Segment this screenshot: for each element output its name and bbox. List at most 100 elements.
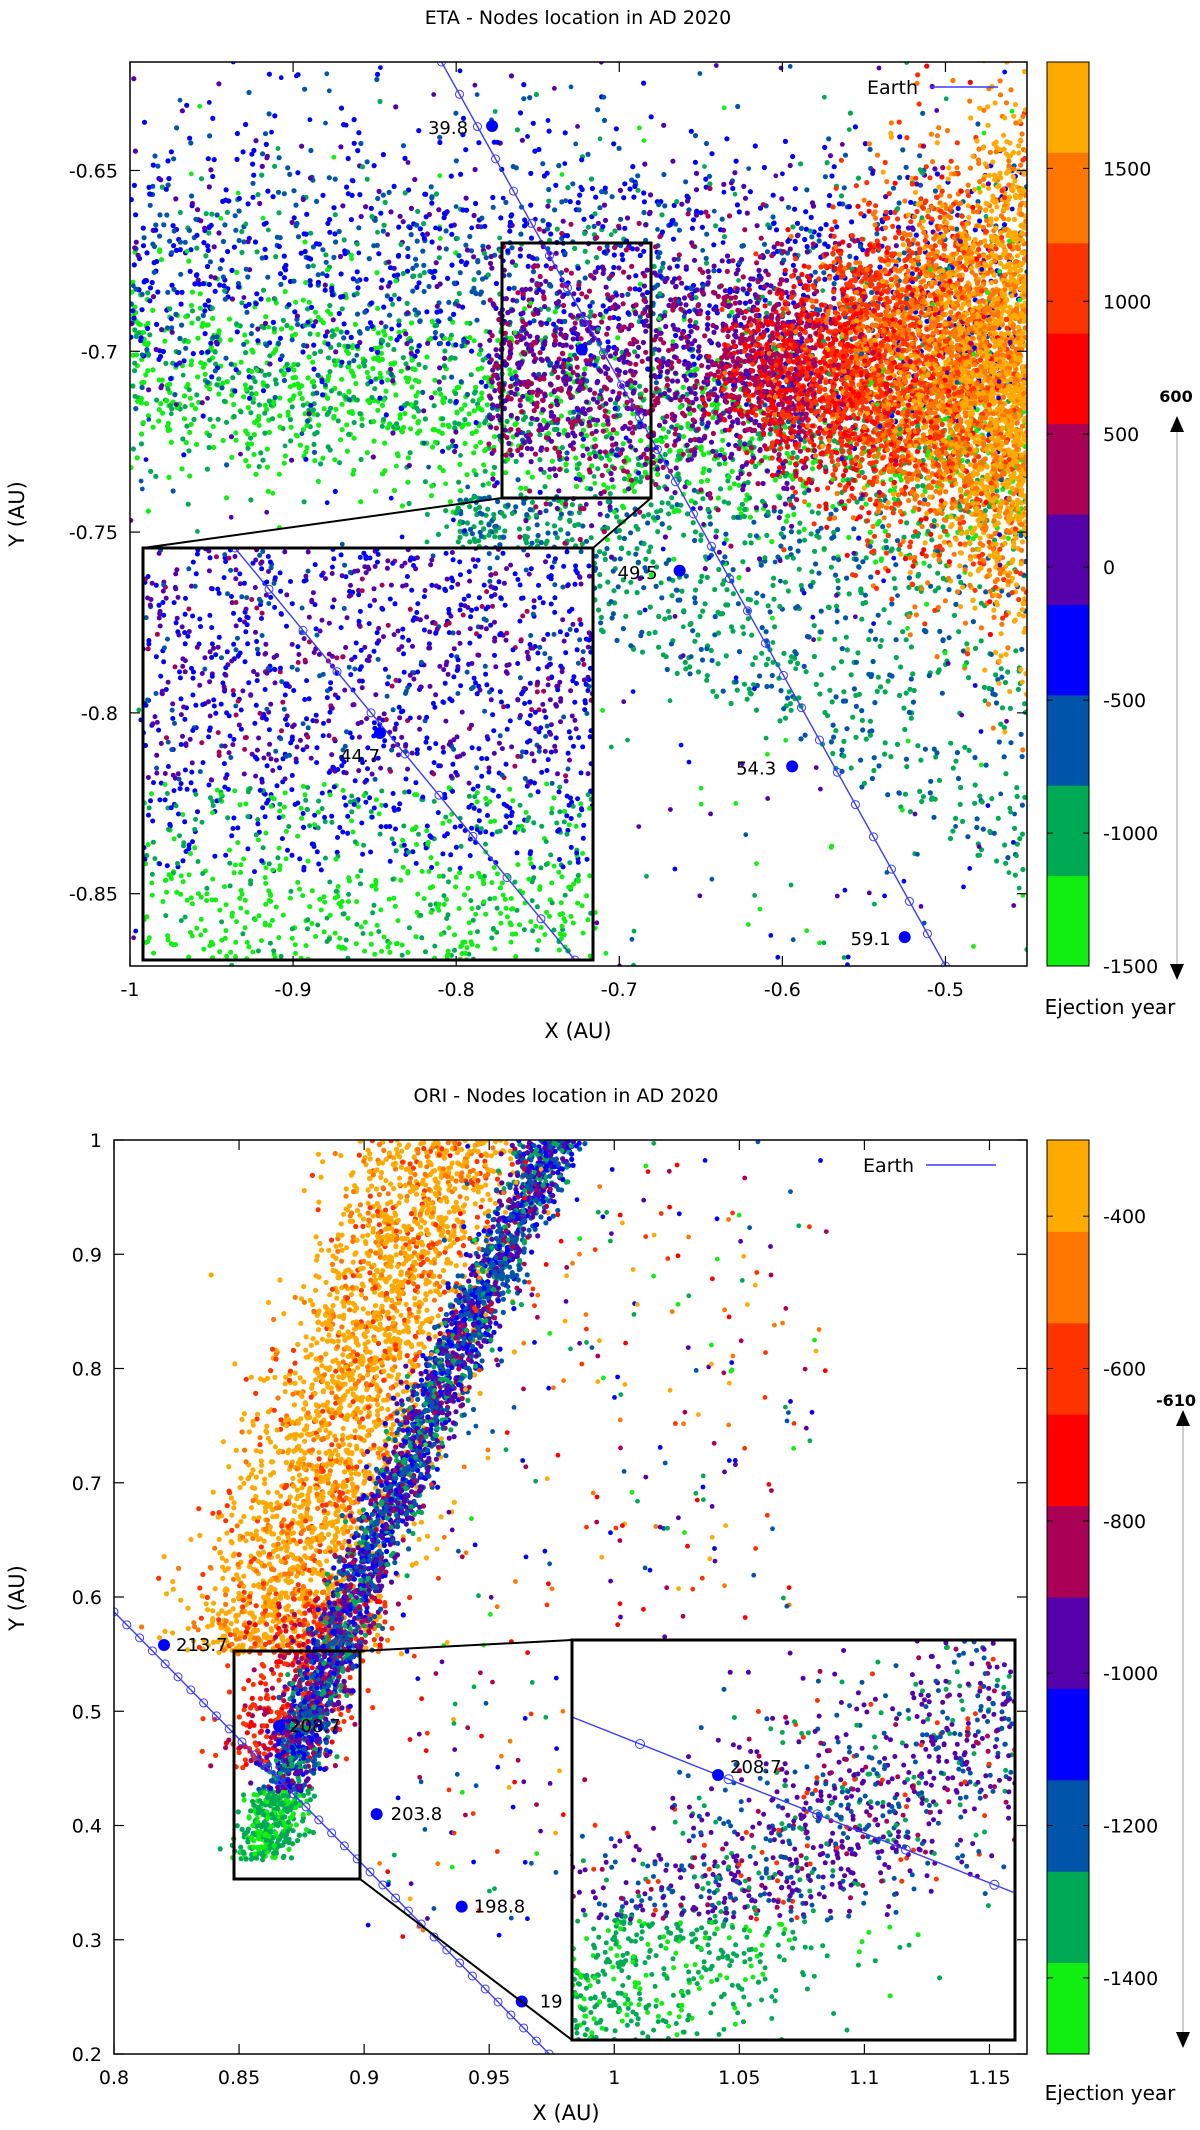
scatter-point bbox=[828, 511, 834, 517]
scatter-point bbox=[554, 535, 560, 541]
scatter-point bbox=[274, 234, 280, 240]
scatter-point bbox=[707, 185, 713, 192]
scatter-point bbox=[543, 501, 549, 507]
scatter-point bbox=[206, 432, 212, 438]
scatter-point bbox=[311, 342, 317, 348]
scatter-point bbox=[150, 307, 156, 313]
scatter-point bbox=[277, 424, 283, 430]
scatter-point bbox=[733, 158, 739, 164]
scatter-point bbox=[897, 134, 903, 140]
scatter-point bbox=[735, 475, 741, 481]
scatter-point bbox=[372, 386, 378, 392]
scatter-point bbox=[311, 383, 317, 390]
scatter-point bbox=[156, 407, 162, 413]
scatter-point bbox=[260, 151, 266, 157]
scatter-point bbox=[507, 371, 513, 377]
scatter-point bbox=[262, 372, 268, 378]
scatter-point bbox=[315, 372, 321, 378]
scatter-point bbox=[478, 289, 484, 295]
scatter-point bbox=[396, 329, 402, 335]
scatter-point bbox=[691, 257, 698, 263]
scatter-point bbox=[329, 285, 335, 291]
scatter-point bbox=[220, 238, 226, 245]
scatter-point bbox=[205, 156, 211, 162]
scatter-point bbox=[977, 793, 983, 799]
scatter-point bbox=[448, 355, 454, 361]
scatter-point bbox=[403, 375, 409, 381]
scatter-point bbox=[669, 593, 675, 599]
scatter-point bbox=[562, 250, 568, 256]
scatter-point bbox=[556, 318, 562, 324]
scatter-point bbox=[693, 170, 700, 176]
scatter-point bbox=[270, 194, 276, 200]
scatter-point bbox=[867, 718, 874, 724]
scatter-point bbox=[387, 421, 393, 427]
scatter-point bbox=[200, 413, 206, 419]
scatter-point bbox=[831, 555, 837, 561]
scatter-point bbox=[522, 217, 528, 223]
scatter-point bbox=[250, 194, 256, 200]
scatter-point bbox=[323, 259, 329, 265]
scatter-point bbox=[145, 320, 151, 326]
scatter-point bbox=[556, 431, 562, 437]
scatter-point bbox=[753, 707, 760, 713]
scatter-point bbox=[323, 252, 329, 258]
scatter-point bbox=[674, 502, 680, 508]
scatter-point bbox=[318, 461, 324, 467]
scatter-point bbox=[593, 422, 599, 428]
scatter-point bbox=[936, 777, 943, 784]
scatter-point bbox=[765, 509, 771, 515]
scatter-point bbox=[170, 223, 176, 229]
scatter-point bbox=[189, 193, 195, 199]
scatter-point bbox=[829, 699, 835, 705]
scatter-point bbox=[839, 747, 845, 753]
scatter-point bbox=[747, 532, 753, 539]
scatter-point bbox=[397, 334, 403, 340]
scatter-point bbox=[716, 461, 722, 467]
scatter-point bbox=[449, 262, 455, 268]
scatter-point bbox=[700, 470, 706, 476]
scatter-point bbox=[312, 309, 318, 315]
scatter-point bbox=[308, 304, 315, 310]
scatter-point bbox=[519, 409, 525, 415]
scatter-point bbox=[432, 390, 438, 396]
scatter-point bbox=[252, 419, 258, 426]
scatter-point bbox=[764, 683, 770, 690]
scatter-point bbox=[827, 687, 833, 693]
scatter-point bbox=[223, 419, 230, 425]
scatter-point bbox=[585, 151, 591, 157]
scatter-point bbox=[451, 311, 457, 317]
scatter-point bbox=[351, 467, 357, 473]
scatter-point bbox=[195, 335, 201, 341]
scatter-point bbox=[740, 559, 746, 565]
scatter-point bbox=[164, 212, 170, 218]
scatter-point bbox=[145, 413, 151, 419]
scatter-point bbox=[514, 415, 520, 421]
scatter-point bbox=[688, 498, 694, 504]
scatter-point bbox=[273, 254, 279, 260]
scatter-point bbox=[467, 504, 473, 510]
scatter-point bbox=[931, 518, 937, 524]
scatter-point bbox=[910, 671, 916, 677]
scatter-point bbox=[325, 444, 331, 450]
scatter-point bbox=[863, 599, 869, 606]
scatter-point bbox=[757, 673, 763, 679]
scatter-point bbox=[385, 425, 391, 431]
scatter-point bbox=[432, 323, 438, 329]
scatter-point bbox=[798, 225, 805, 231]
scatter-point bbox=[518, 231, 524, 237]
scatter-point bbox=[183, 345, 189, 351]
scatter-point bbox=[375, 195, 381, 202]
scatter-point bbox=[710, 688, 716, 694]
scatter-point bbox=[417, 273, 423, 279]
scatter-point bbox=[671, 442, 678, 448]
scatter-point bbox=[315, 279, 322, 285]
scatter-point bbox=[828, 564, 835, 570]
scatter-point bbox=[396, 318, 402, 324]
scatter-point bbox=[491, 511, 497, 518]
scatter-point bbox=[816, 534, 822, 540]
scatter-point bbox=[509, 510, 515, 516]
scatter-point bbox=[1019, 754, 1025, 760]
scatter-point bbox=[977, 584, 983, 590]
scatter-point bbox=[387, 312, 393, 318]
